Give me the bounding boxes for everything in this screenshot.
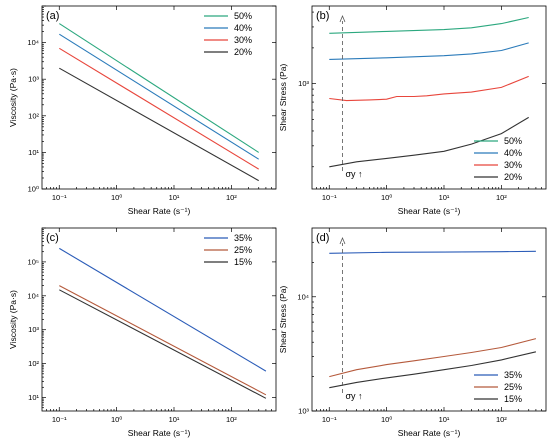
x-tick-label: 10² [496, 415, 507, 424]
y-tick-label: 10⁴ [27, 38, 39, 47]
x-tick-label: 10⁻¹ [322, 415, 337, 424]
panel-b: 10⁻¹ 10⁰ 10¹ 10² 10³ Shear Rate (s⁻¹) Shear St… [278, 5, 547, 216]
series-line-35pct [329, 250, 536, 254]
legend-label: 35% [234, 233, 252, 243]
x-axis-title: Shear Rate (s⁻¹) [128, 428, 191, 438]
legend-label: 30% [504, 160, 522, 170]
y-tick-label: 10³ [298, 79, 309, 88]
plot-frame [41, 227, 277, 412]
y-tick-label: 10¹ [28, 393, 39, 402]
yield-arrow-head [339, 14, 346, 23]
legend-label: 35% [504, 370, 522, 380]
series-line-50pct [329, 16, 529, 34]
y-tick-label: 10³ [298, 407, 309, 416]
x-tick-label: 10² [226, 193, 237, 202]
yield-arrow-head [339, 236, 346, 245]
y-axis-title: Viscosity (Pa·s) [8, 68, 18, 127]
y-tick-label: 10⁴ [27, 291, 39, 300]
x-tick-label: 10⁻¹ [52, 415, 67, 424]
x-tick-label: 10⁻¹ [322, 193, 337, 202]
legend-label: 50% [504, 136, 522, 146]
legend-label: 40% [504, 148, 522, 158]
legend-label: 25% [234, 245, 252, 255]
y-axis-title: Shear Stress (Pa) [278, 64, 288, 132]
x-tick-label: 10¹ [439, 193, 450, 202]
x-tick-label: 10¹ [169, 193, 180, 202]
series-line-50pct [59, 23, 259, 153]
panel-d: 10⁻¹ 10⁰ 10¹ 10² 10³ 10⁴ Shear Rate (s⁻¹) Shear… [278, 227, 547, 438]
panel-c: 10⁻¹ 10⁰ 10¹ 10² 10¹ 10² 10³ 10⁴ 10⁵ Shear Rate (… [8, 227, 277, 438]
y-tick-label: 10² [28, 359, 39, 368]
series-line-40pct [329, 42, 529, 60]
plot-frame [311, 5, 547, 190]
series-line-20pct [329, 116, 529, 168]
yield-stress-annotation: σy ↑ [345, 169, 362, 179]
series-line-40pct [59, 33, 259, 160]
y-tick-label: 10³ [28, 325, 39, 334]
panel-a: 10⁻¹ 10⁰ 10¹ 10² 10⁰ 10¹ 10² 10³ 10⁴ Shear Rate (… [8, 5, 277, 216]
panel-label: (a) [46, 10, 59, 22]
x-tick-label: 10¹ [169, 415, 180, 424]
y-tick-label: 10² [28, 111, 39, 120]
y-axis-title: Shear Stress (Pa) [278, 286, 288, 354]
series-line-20pct [59, 67, 259, 182]
series-line-15pct [329, 351, 537, 389]
x-tick-label: 10⁰ [381, 415, 392, 424]
x-axis-title: Shear Rate (s⁻¹) [128, 206, 191, 216]
x-tick-label: 10² [226, 415, 237, 424]
x-tick-label: 10⁰ [111, 415, 122, 424]
panel-label: (b) [316, 10, 329, 22]
y-tick-label: 10¹ [28, 148, 39, 157]
x-tick-label: 10⁻¹ [52, 193, 67, 202]
series-line-25pct [329, 338, 537, 378]
series-line-25pct [59, 285, 267, 396]
y-axis-title: Viscosity (Pa·s) [8, 290, 18, 349]
yield-stress-annotation: σy ↑ [345, 391, 362, 401]
x-tick-label: 10⁰ [111, 193, 122, 202]
legend-label: 30% [234, 35, 252, 45]
legend-label: 15% [234, 257, 252, 267]
legend-label: 20% [504, 172, 522, 182]
series-line-30pct [329, 75, 529, 102]
y-tick-label: 10⁵ [28, 257, 39, 266]
panel-label: (d) [316, 232, 329, 244]
y-tick-label: 10⁴ [297, 292, 309, 301]
legend-label: 50% [234, 11, 252, 21]
x-tick-label: 10² [496, 193, 507, 202]
legend-label: 15% [504, 394, 522, 404]
x-tick-label: 10¹ [439, 415, 450, 424]
plot-frame [41, 5, 277, 190]
legend-label: 25% [504, 382, 522, 392]
plot-frame [311, 227, 547, 412]
x-tick-label: 10⁰ [381, 193, 392, 202]
y-tick-label: 10³ [28, 75, 39, 84]
legend-label: 20% [234, 47, 252, 57]
panel-label: (c) [46, 232, 59, 244]
y-tick-label: 10⁰ [28, 185, 39, 194]
series-line-35pct [59, 247, 267, 372]
series-line-15pct [59, 289, 267, 399]
x-axis-title: Shear Rate (s⁻¹) [398, 428, 461, 438]
legend-label: 40% [234, 23, 252, 33]
series-line-30pct [59, 47, 259, 170]
x-axis-title: Shear Rate (s⁻¹) [398, 206, 461, 216]
